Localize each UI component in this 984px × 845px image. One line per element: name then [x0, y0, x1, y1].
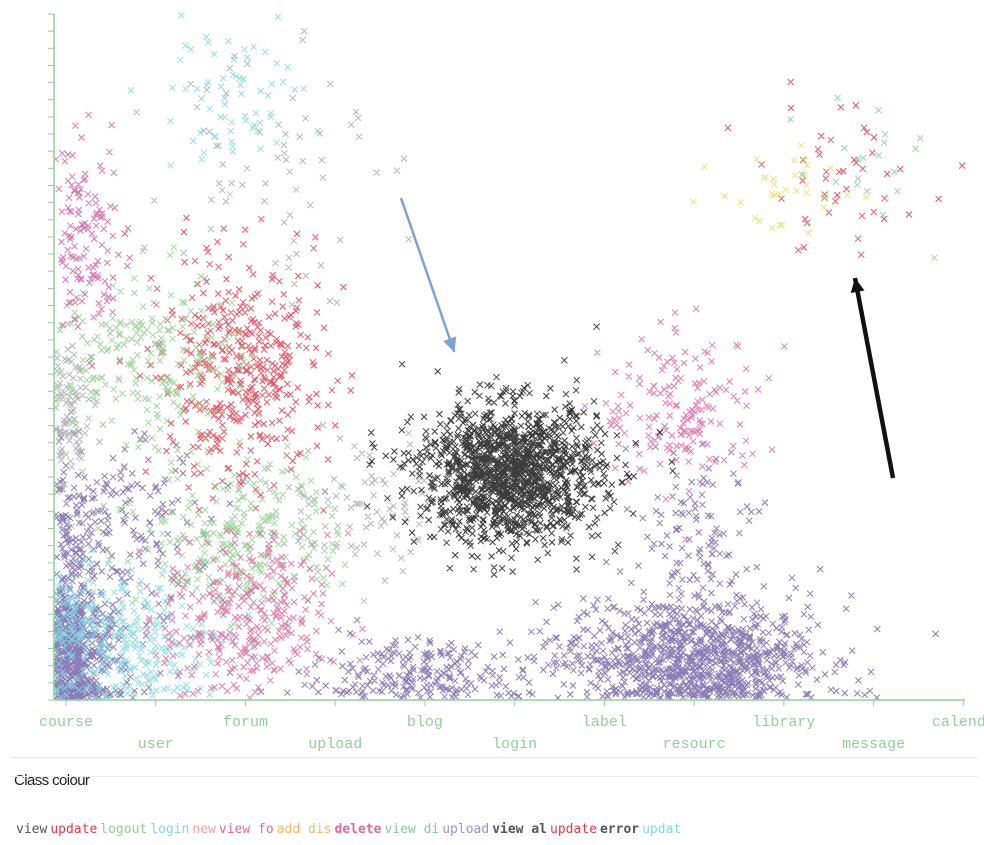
x-tick-label: library — [752, 714, 815, 731]
legend-item: update — [550, 822, 597, 837]
legend-item: updat — [642, 822, 682, 837]
x-tick-label: blog — [407, 714, 443, 731]
scatter-series — [787, 94, 938, 262]
scatter-series — [52, 11, 322, 702]
x-tick-label: calenda — [932, 714, 984, 731]
x-ticks — [65, 700, 964, 706]
class-colour-legend: view update logout login new view fo add dis de… — [16, 822, 684, 837]
legend-item: new — [192, 822, 216, 837]
legend-item: error — [599, 822, 640, 837]
legend-item: login — [150, 822, 190, 837]
divider — [10, 776, 978, 777]
x-tick-label: label — [582, 714, 627, 731]
annotation-arrow — [850, 277, 896, 479]
legend-item: update — [50, 822, 98, 837]
x-tick-label: upload — [308, 736, 362, 753]
scatter-series — [363, 323, 677, 578]
legend-item: upload — [442, 822, 490, 837]
annotation-arrow — [399, 197, 457, 353]
divider — [10, 757, 978, 758]
scatter-series — [53, 243, 368, 630]
x-tick-label: message — [842, 736, 905, 753]
legend-item: add dis — [276, 822, 332, 837]
axes — [53, 14, 965, 701]
legend-title: Class colour — [14, 772, 90, 789]
scatter-series — [52, 27, 458, 584]
legend-item: view di — [384, 822, 440, 837]
scatter-plot: course user forum upload blog login label resou… — [39, 11, 984, 753]
y-ticks — [48, 13, 54, 701]
x-tick-labels: course user forum upload blog login label resou… — [39, 714, 984, 753]
annotation-arrows — [399, 197, 896, 479]
x-tick-label: resourc — [663, 736, 726, 753]
x-tick-label: course — [39, 714, 93, 731]
scatter-series — [568, 305, 788, 543]
scatter-series — [52, 111, 163, 370]
x-tick-label: login — [492, 736, 537, 753]
x-tick-label: forum — [223, 714, 268, 731]
legend-item: logout — [100, 822, 148, 837]
x-tick-label: user — [138, 736, 174, 753]
scatter-series — [690, 141, 870, 237]
legend-item: delete — [334, 822, 382, 837]
legend-item: view al — [492, 822, 547, 837]
legend-item: view fo — [218, 822, 274, 837]
scatter-series — [135, 527, 366, 702]
legend-item: view — [16, 822, 48, 837]
scatter-marks — [52, 11, 966, 702]
